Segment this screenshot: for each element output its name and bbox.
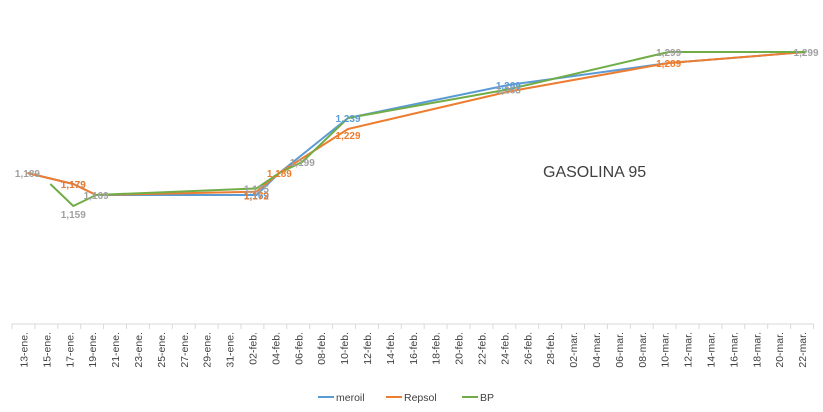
x-tick-label: 18-mar.	[751, 332, 763, 368]
x-tick-label: 04-mar.	[591, 332, 603, 368]
x-tick-label: 08-mar.	[637, 332, 649, 368]
data-label-repsol: 1,289	[656, 59, 681, 70]
x-tick-label: 31-ene.	[225, 332, 237, 368]
legend-label-repsol: Repsol	[404, 392, 437, 404]
x-tick-label: 12-feb.	[362, 332, 374, 365]
data-label-meroil: 1,179	[61, 180, 86, 191]
data-label-repsol: 1,179	[61, 180, 86, 191]
data-labels: 1,1791,1691,2391,2691,1791,1721,1891,229…	[15, 48, 819, 221]
data-label-meroil: 1,169	[244, 191, 269, 202]
x-tick-label: 18-feb.	[431, 332, 443, 365]
data-label-bp: 1,199	[290, 158, 315, 169]
x-tick-label: 06-feb.	[293, 332, 305, 365]
x-tick-label: 04-feb.	[270, 332, 282, 365]
series-lines	[27, 51, 807, 207]
x-tick-label: 23-ene.	[133, 332, 145, 368]
data-label-bp: 1,159	[61, 210, 86, 221]
series-line-bp	[49, 51, 806, 207]
x-tick-label: 22-mar.	[797, 332, 809, 368]
data-label-bp: 1,299	[656, 48, 681, 59]
data-label-meroil: 1,239	[336, 114, 361, 125]
x-tick-label: 14-feb.	[385, 332, 397, 365]
x-tick-label: 28-feb.	[545, 332, 557, 365]
chart-title: GASOLINA 95	[543, 164, 646, 181]
legend: meroil Repsol BP	[318, 392, 494, 404]
x-tick-label: 16-mar.	[728, 332, 740, 368]
data-label-repsol: 1,189	[267, 169, 292, 180]
legend-label-meroil: meroil	[336, 392, 365, 404]
x-tick-label: 25-ene.	[156, 332, 168, 368]
x-tick-label: 16-feb.	[408, 332, 420, 365]
data-label-bp: 1,189	[15, 169, 40, 180]
data-label-repsol: 1,229	[336, 131, 361, 142]
x-tick-label: 06-mar.	[614, 332, 626, 368]
x-tick-label: 02-feb.	[247, 332, 259, 365]
x-tick-label: 26-feb.	[522, 332, 534, 365]
x-tick-label: 08-feb.	[316, 332, 328, 365]
x-tick-label: 24-feb.	[499, 332, 511, 365]
x-tick-label: 10-mar.	[660, 332, 672, 368]
x-tick-label: 27-ene.	[179, 332, 191, 368]
x-tick-label: 15-ene.	[41, 332, 53, 368]
x-tick-label: 20-mar.	[774, 332, 786, 368]
data-label-bp: 1,263	[496, 85, 521, 96]
legend-label-bp: BP	[480, 392, 494, 404]
x-tick-label: 12-mar.	[683, 332, 695, 368]
data-label-bp: 1,169	[84, 191, 109, 202]
x-tick-label: 17-ene.	[64, 332, 76, 368]
x-tick-label: 13-ene.	[18, 332, 30, 368]
x-tick-label: 21-ene.	[110, 332, 122, 368]
x-tick-label: 14-mar.	[705, 332, 717, 368]
x-axis: 13-ene. 15-ene. 17-ene. 19-ene. 21-ene. 23-en…	[11, 323, 814, 368]
data-label-bp: 1,175	[244, 184, 269, 195]
x-tick-label: 29-ene.	[202, 332, 214, 368]
data-label-meroil: 1,269	[496, 81, 521, 92]
data-label-repsol: 1,172	[244, 192, 269, 203]
x-tick-label: 22-feb.	[476, 332, 488, 365]
x-tick-label: 20-feb.	[454, 332, 466, 365]
x-tick-label: 19-ene.	[87, 332, 99, 368]
x-tick-label: 02-mar.	[568, 332, 580, 368]
data-label-bp: 1,299	[794, 48, 819, 59]
x-tick-label: 10-feb.	[339, 332, 351, 365]
